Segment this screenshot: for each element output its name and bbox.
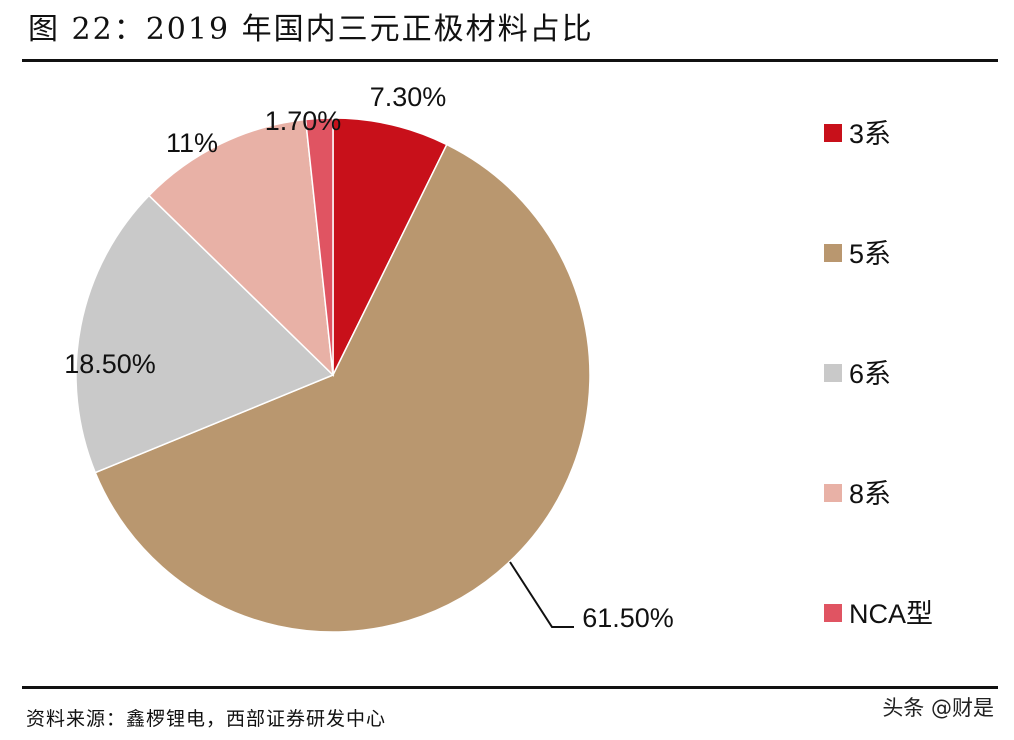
- legend-swatch: [824, 484, 842, 502]
- legend-swatch: [824, 124, 842, 142]
- data-label: 1.70%: [265, 106, 342, 136]
- legend-label: NCA型: [849, 599, 933, 629]
- pie-slice-4: [147, 118, 334, 377]
- pie-slice-3: [75, 194, 335, 474]
- data-label: 61.50%: [582, 603, 674, 633]
- data-label: 18.50%: [64, 349, 156, 379]
- top-rule: [22, 59, 998, 62]
- chart-title: 图 22：2019 年国内三元正极材料占比: [28, 12, 594, 47]
- legend-label: 5系: [849, 239, 891, 269]
- source-note: 资料来源：鑫椤锂电，西部证券研发中心: [26, 708, 387, 730]
- pie-slice-2: [94, 143, 591, 633]
- legend-label: 3系: [849, 119, 891, 149]
- data-label: 7.30%: [370, 82, 447, 112]
- pie-slice-5: [304, 117, 334, 376]
- pie-slice-1: [332, 117, 448, 376]
- bottom-rule: [22, 686, 998, 689]
- legend-label: 8系: [849, 479, 891, 509]
- leader-line: [509, 561, 574, 628]
- legend-swatch: [824, 604, 842, 622]
- watermark: 头条 @财是: [882, 696, 994, 720]
- data-label: 11%: [166, 128, 218, 158]
- legend-swatch: [824, 364, 842, 382]
- legend-label: 6系: [849, 359, 891, 389]
- legend-swatch: [824, 244, 842, 262]
